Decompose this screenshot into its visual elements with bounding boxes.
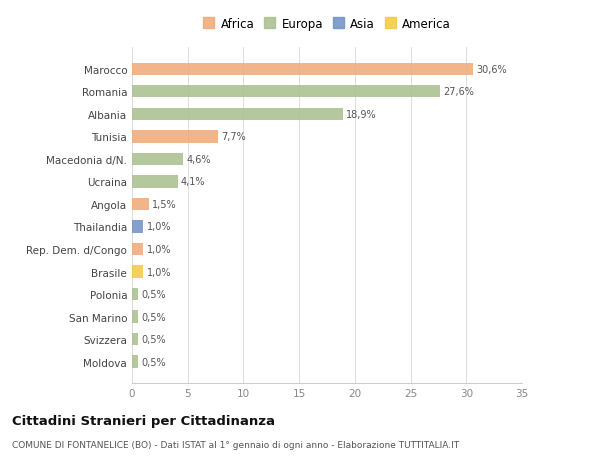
Bar bbox=[132, 333, 137, 346]
Text: COMUNE DI FONTANELICE (BO) - Dati ISTAT al 1° gennaio di ogni anno - Elaborazion: COMUNE DI FONTANELICE (BO) - Dati ISTAT … bbox=[12, 441, 459, 449]
Text: 7,7%: 7,7% bbox=[221, 132, 246, 142]
Bar bbox=[132, 153, 183, 166]
Text: Cittadini Stranieri per Cittadinanza: Cittadini Stranieri per Cittadinanza bbox=[12, 414, 275, 428]
Text: 1,0%: 1,0% bbox=[146, 245, 171, 254]
Bar bbox=[132, 86, 440, 98]
Bar bbox=[132, 266, 143, 278]
Bar bbox=[132, 311, 137, 323]
Text: 4,6%: 4,6% bbox=[187, 155, 211, 164]
Text: 0,5%: 0,5% bbox=[141, 290, 166, 299]
Text: 0,5%: 0,5% bbox=[141, 335, 166, 344]
Text: 0,5%: 0,5% bbox=[141, 312, 166, 322]
Text: 4,1%: 4,1% bbox=[181, 177, 206, 187]
Text: 30,6%: 30,6% bbox=[476, 65, 507, 75]
Text: 1,0%: 1,0% bbox=[146, 222, 171, 232]
Bar bbox=[132, 288, 137, 301]
Legend: Africa, Europa, Asia, America: Africa, Europa, Asia, America bbox=[200, 16, 454, 33]
Bar bbox=[132, 176, 178, 188]
Bar bbox=[132, 221, 143, 233]
Text: 1,5%: 1,5% bbox=[152, 200, 176, 209]
Text: 27,6%: 27,6% bbox=[443, 87, 474, 97]
Bar bbox=[132, 198, 149, 211]
Bar bbox=[132, 356, 137, 368]
Text: 0,5%: 0,5% bbox=[141, 357, 166, 367]
Bar bbox=[132, 108, 343, 121]
Bar bbox=[132, 243, 143, 256]
Bar bbox=[132, 131, 218, 143]
Text: 18,9%: 18,9% bbox=[346, 110, 377, 119]
Text: 1,0%: 1,0% bbox=[146, 267, 171, 277]
Bar bbox=[132, 63, 473, 76]
